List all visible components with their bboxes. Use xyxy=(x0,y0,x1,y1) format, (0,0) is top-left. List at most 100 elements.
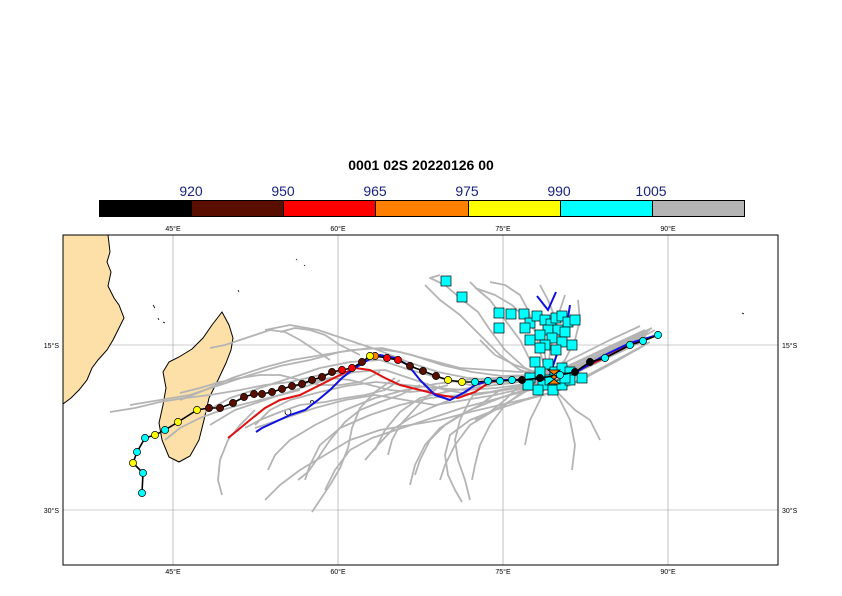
track-marker-18 xyxy=(406,362,414,370)
position-square-6 xyxy=(518,308,530,320)
africa-landmass xyxy=(63,235,125,405)
track-marker-29 xyxy=(298,380,306,388)
track-marker-39 xyxy=(193,406,201,414)
position-square-26 xyxy=(542,358,554,370)
track-marker-25 xyxy=(338,366,346,374)
position-square-41 xyxy=(534,342,546,354)
ensemble-track-24 xyxy=(424,284,549,379)
map-frame xyxy=(62,234,779,566)
legend-color-bar xyxy=(99,200,745,217)
legend-label-990: 990 xyxy=(547,183,571,199)
legend-label-965: 965 xyxy=(363,183,387,199)
current-position-hourglass-icon xyxy=(546,369,562,385)
lon-label-top-45: 45°E xyxy=(165,225,181,233)
legend-label-975: 975 xyxy=(455,183,479,199)
position-square-25 xyxy=(529,356,541,368)
track-marker-1 xyxy=(654,331,662,339)
legend-swatch-1 xyxy=(100,201,193,216)
legend-label-950: 950 xyxy=(271,183,295,199)
track-marker-20 xyxy=(383,354,391,362)
lon-label-bottom-75: 75°E xyxy=(495,568,511,576)
track-marker-38 xyxy=(205,404,213,412)
position-square-37 xyxy=(532,384,544,396)
track-marker-26 xyxy=(328,368,336,376)
gridlines xyxy=(63,235,778,565)
ensemble-track-40 xyxy=(559,329,656,373)
position-square-12 xyxy=(556,310,568,322)
track-marker-27 xyxy=(318,373,326,381)
track-marker-13 xyxy=(471,378,479,386)
lat-label-left-15s: 15°S xyxy=(44,342,60,350)
analysis-track-blue-branch xyxy=(536,291,557,312)
ensemble-track-7 xyxy=(264,324,649,381)
ensemble-track-1 xyxy=(204,329,651,413)
legend-swatch-5 xyxy=(468,201,561,216)
track-marker-37 xyxy=(216,404,224,412)
track-marker-4 xyxy=(601,354,609,362)
position-square-3 xyxy=(493,307,505,319)
track-marker-23 xyxy=(358,358,366,366)
ensemble-track-6 xyxy=(439,344,646,481)
position-square-5 xyxy=(493,322,505,334)
track-marker-40 xyxy=(174,418,182,426)
ensemble-track-35 xyxy=(164,389,301,441)
track-marker-24 xyxy=(348,364,356,372)
position-square-14 xyxy=(569,314,581,326)
ensemble-track-36 xyxy=(409,389,501,486)
ensemble-track-42 xyxy=(311,377,396,513)
ensemble-track-43 xyxy=(387,385,441,456)
legend-swatch-3 xyxy=(284,201,377,216)
track-marker-3 xyxy=(626,341,634,349)
lon-label-top-75: 75°E xyxy=(495,225,511,233)
ensemble-track-34 xyxy=(279,327,361,356)
position-square-18 xyxy=(534,329,546,341)
position-square-4 xyxy=(505,308,517,320)
legend-swatch-4 xyxy=(376,201,469,216)
track-marker-31 xyxy=(278,385,286,393)
track-marker-43 xyxy=(141,434,149,442)
lon-label-top-90: 90°E xyxy=(660,225,676,233)
ensemble-track-12 xyxy=(414,337,651,476)
track-marker-12 xyxy=(484,377,492,385)
track-marker-30 xyxy=(288,382,296,390)
ensemble-track-41 xyxy=(109,371,349,413)
track-marker-5 xyxy=(586,358,594,366)
main-forecast-track xyxy=(129,331,662,497)
position-square-22 xyxy=(524,334,536,346)
track-marker-33 xyxy=(258,390,266,398)
track-marker-42 xyxy=(151,431,159,439)
ensemble-track-25 xyxy=(429,274,549,379)
lon-label-bottom-60: 60°E xyxy=(330,568,346,576)
track-marker-34 xyxy=(250,390,258,398)
track-marker-6 xyxy=(571,368,579,376)
ensemble-track-30 xyxy=(297,384,421,481)
track-marker-35 xyxy=(240,393,248,401)
legend-label-1005: 1005 xyxy=(635,183,667,199)
track-marker-44 xyxy=(133,448,141,456)
ensemble-track-31 xyxy=(244,379,401,429)
track-marker-46 xyxy=(139,469,147,477)
map-title: 0001 02S 20220126 00 xyxy=(348,157,494,173)
lon-label-top-60: 60°E xyxy=(330,225,346,233)
ensemble-track-32 xyxy=(179,371,381,394)
legend-label-920: 920 xyxy=(179,183,203,199)
position-square-17 xyxy=(559,326,571,338)
track-marker-15 xyxy=(444,376,452,384)
ensemble-track-13 xyxy=(267,329,646,471)
position-square-24 xyxy=(519,322,531,334)
track-marker-19 xyxy=(394,356,402,364)
ensemble-track-39 xyxy=(474,384,521,421)
lat-label-left-30s: 30°S xyxy=(44,507,60,515)
legend-swatch-2 xyxy=(192,201,285,216)
ensemble-track-33 xyxy=(209,329,331,361)
position-square-2 xyxy=(456,291,468,303)
position-square-21 xyxy=(566,339,578,351)
position-squares xyxy=(440,275,588,396)
lon-label-bottom-45: 45°E xyxy=(165,568,181,576)
track-marker-32 xyxy=(268,388,276,396)
legend-swatch-7 xyxy=(652,201,744,216)
track-marker-16 xyxy=(432,372,440,380)
lat-label-right-15s: 15°S xyxy=(782,342,798,350)
position-square-36 xyxy=(576,372,588,384)
